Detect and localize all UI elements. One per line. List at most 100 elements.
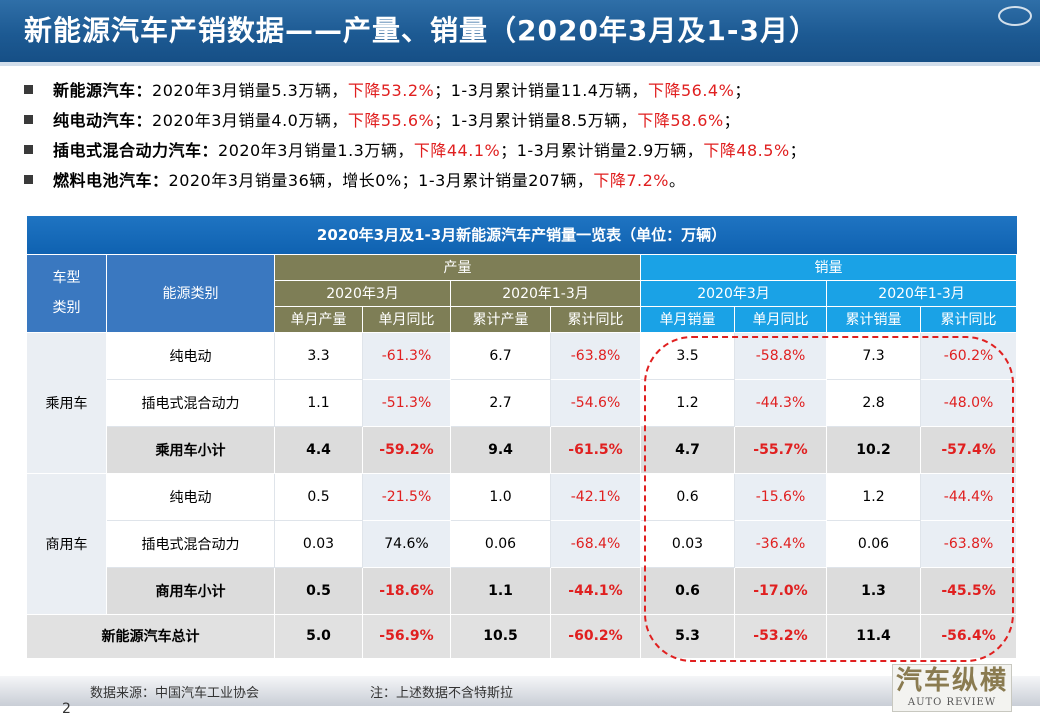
bullet-fcev: 燃料电池汽车： 2020年3月销量36辆，增长0%；1-3月累计销量207辆， … (24, 164, 1024, 194)
category-commercial: 商用车 (26, 472, 107, 615)
bullet-label: 插电式混合动力汽车： (53, 141, 219, 160)
value-cell: -58.8% (734, 331, 827, 380)
energy-cell: 纯电动 (106, 472, 275, 521)
value-cell: 3.3 (274, 331, 363, 380)
header-monthly-production-yoy: 单月同比 (362, 305, 451, 333)
header-vehicle-type-line1: 车型 (52, 270, 81, 286)
value-cell: -48.0% (919, 378, 1018, 427)
header-production: 产量 (274, 253, 641, 281)
bullet-square-icon (24, 114, 33, 124)
value-cell: -54.6% (550, 378, 641, 427)
bullet-square-icon (24, 144, 33, 154)
title-bar: 新能源汽车产销数据——产量、销量（2020年3月及1-3月） (0, 0, 1040, 62)
bullet-text: ；1-3月累计销量2.9万辆， (500, 141, 704, 160)
value-cell: -57.4% (919, 425, 1018, 474)
energy-cell: 插电式混合动力 (106, 378, 275, 427)
header-monthly-sales: 单月销量 (640, 305, 735, 333)
header-cum-sales: 累计销量 (826, 305, 921, 333)
page-title: 新能源汽车产销数据——产量、销量（2020年3月及1-3月） (24, 14, 819, 47)
page-number: 2 (62, 701, 71, 717)
value-cell: -59.2% (362, 425, 451, 474)
value-cell: 0.06 (450, 519, 551, 568)
bullet-decline: 下降48.5% (703, 141, 790, 160)
bullet-bev: 纯电动汽车： 2020年3月销量4.0万辆， 下降55.6% ；1-3月累计销量… (24, 104, 1024, 134)
header-sales-cum: 2020年1-3月 (825, 279, 1018, 307)
table-row: 插电式混合动力 1.1 -51.3% 2.7 -54.6% 1.2 -44.3%… (27, 378, 1018, 427)
bullet-text: 2020年3月销量5.3万辆， (152, 81, 348, 100)
bullet-end: ； (734, 81, 751, 100)
table-row-subtotal: 商用车小计 0.5 -18.6% 1.1 -44.1% 0.6 -17.0% 1… (27, 566, 1018, 615)
value-cell: -68.4% (550, 519, 641, 568)
brand-logo-en: AUTO REVIEW (907, 697, 997, 708)
category-passenger: 乘用车 (26, 331, 107, 474)
header-energy-type: 能源类别 (106, 253, 275, 333)
value-cell: 1.1 (450, 566, 551, 615)
value-cell: -63.8% (919, 519, 1018, 568)
value-cell: 6.7 (450, 331, 551, 380)
value-cell: 0.03 (274, 519, 363, 568)
value-cell: 4.4 (274, 425, 363, 474)
value-cell: 2.8 (826, 378, 921, 427)
energy-cell: 纯电动 (106, 331, 275, 380)
value-cell: 7.3 (826, 331, 921, 380)
value-cell: 9.4 (450, 425, 551, 474)
header-vehicle-type: 车型 类别 (26, 253, 107, 333)
bullet-text: 2020年3月销量36辆，增长0%；1-3月累计销量207辆， (168, 171, 594, 190)
header-cum-production-yoy: 累计同比 (550, 305, 641, 333)
bullet-end: 。 (669, 171, 686, 190)
bullet-phev: 插电式混合动力汽车： 2020年3月销量1.3万辆， 下降44.1% ；1-3月… (24, 134, 1024, 164)
value-cell: 74.6% (362, 519, 451, 568)
data-note: 注：上述数据不含特斯拉 (370, 686, 514, 701)
header-production-month: 2020年3月 (274, 279, 451, 307)
value-cell: 5.3 (640, 613, 735, 659)
value-cell: 11.4 (826, 613, 921, 659)
table-row-subtotal: 乘用车小计 4.4 -59.2% 9.4 -61.5% 4.7 -55.7% 1… (27, 425, 1018, 474)
header-monthly-production: 单月产量 (274, 305, 363, 333)
value-cell: 0.5 (274, 566, 363, 615)
table-row: 插电式混合动力 0.03 74.6% 0.06 -68.4% 0.03 -36.… (27, 519, 1018, 568)
value-cell: 0.06 (826, 519, 921, 568)
bullet-nev: 新能源汽车： 2020年3月销量5.3万辆， 下降53.2% ；1-3月累计销量… (24, 74, 1024, 104)
bullet-decline: 下降58.6% (637, 111, 724, 130)
value-cell: -44.3% (734, 378, 827, 427)
bullet-end: ； (723, 111, 741, 130)
value-cell: 0.6 (640, 472, 735, 521)
header-cum-production: 累计产量 (450, 305, 551, 333)
value-cell: -44.1% (550, 566, 641, 615)
bullet-text: 2020年3月销量4.0万辆， (152, 111, 348, 130)
bullet-text: ；1-3月累计销量11.4万辆， (434, 81, 648, 100)
value-cell: -63.8% (550, 331, 641, 380)
brand-logo: 汽车纵横 AUTO REVIEW (892, 664, 1012, 712)
value-cell: 1.0 (450, 472, 551, 521)
nev-data-table: 2020年3月及1-3月新能源汽车产销量一览表（单位：万辆） 车型 类别 能源类… (26, 216, 1018, 659)
header-vehicle-type-line2: 类别 (52, 300, 81, 316)
value-cell: -17.0% (734, 566, 827, 615)
value-cell: 0.03 (640, 519, 735, 568)
value-cell: 3.5 (640, 331, 735, 380)
value-cell: -55.7% (734, 425, 827, 474)
value-cell: 1.2 (826, 472, 921, 521)
value-cell: -56.4% (919, 613, 1018, 659)
brand-logo-cn: 汽车纵横 (895, 666, 1008, 696)
value-cell: -36.4% (734, 519, 827, 568)
logo-ring-icon (998, 6, 1032, 26)
footer-bar (0, 676, 1040, 706)
value-cell: -61.3% (362, 331, 451, 380)
bullet-label: 燃料电池汽车： (53, 171, 169, 190)
bullet-square-icon (24, 84, 33, 94)
header-sales: 销量 (639, 253, 1018, 281)
bullet-label: 新能源汽车： (53, 81, 153, 100)
bullet-end: ； (789, 141, 807, 160)
total-label: 新能源汽车总计 (26, 613, 275, 659)
value-cell: 1.1 (274, 378, 363, 427)
value-cell: -21.5% (362, 472, 451, 521)
value-cell: 1.3 (826, 566, 921, 615)
table-row: 商用车 纯电动 0.5 -21.5% 1.0 -42.1% 0.6 -15.6%… (26, 472, 1018, 615)
value-cell: 10.2 (826, 425, 921, 474)
value-cell: -45.5% (919, 566, 1018, 615)
summary-bullets: 新能源汽车： 2020年3月销量5.3万辆， 下降53.2% ；1-3月累计销量… (24, 74, 1024, 194)
data-source: 数据来源：中国汽车工业协会 (90, 686, 260, 701)
bullet-square-icon (24, 174, 33, 184)
value-cell: -42.1% (550, 472, 641, 521)
value-cell: -61.5% (550, 425, 641, 474)
